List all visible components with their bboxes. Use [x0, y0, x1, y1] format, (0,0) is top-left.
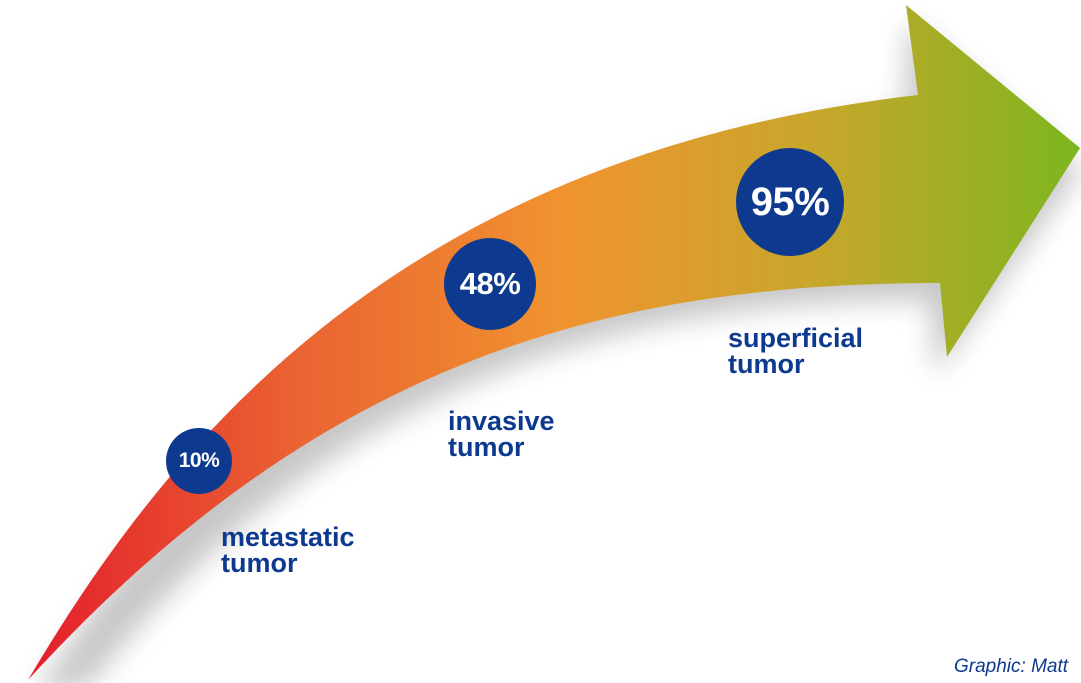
stage-2-label: invasive tumor	[448, 406, 555, 462]
stage-3-label-line1: superficial	[728, 323, 864, 353]
stage-1-label: metastatic tumor	[221, 522, 355, 578]
stage-2-percentage-badge: 48%	[444, 238, 536, 330]
stage-1-percentage-badge: 10%	[166, 428, 232, 494]
stage-3-label: superficial tumor	[728, 323, 864, 379]
stage-2-label-line1: invasive	[448, 406, 555, 436]
stage-3-label-line2: tumor	[728, 349, 805, 379]
stage-1-label-line2: tumor	[221, 548, 298, 578]
stage-3-percentage-badge: 95%	[736, 148, 844, 256]
stage-1-label-line1: metastatic	[221, 522, 355, 552]
graphic-credit: Graphic: Matt	[954, 656, 1069, 677]
stage-2-label-line2: tumor	[448, 432, 525, 462]
